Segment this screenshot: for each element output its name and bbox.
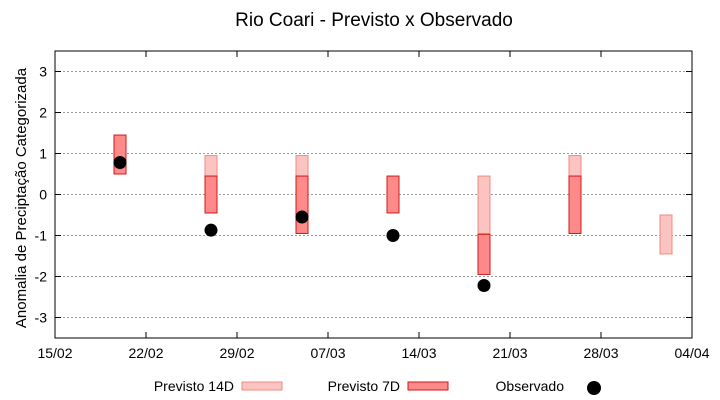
previsto-7d-bar	[204, 175, 218, 214]
x-tick-label: 22/02	[128, 345, 163, 361]
observado-series	[113, 156, 491, 293]
x-tick-label: 14/03	[401, 345, 436, 361]
observado-point	[386, 229, 400, 242]
x-tick-label: 21/03	[492, 345, 527, 361]
legend-marker-observado	[587, 381, 601, 395]
previsto-7d-bar	[477, 233, 491, 275]
previsto-7d-series	[113, 134, 582, 275]
legend: Previsto 14D Previsto 7D Observado	[154, 378, 601, 395]
y-tick-label: -2	[35, 269, 48, 285]
observado-point	[295, 210, 309, 224]
observado-point	[477, 279, 491, 293]
x-tick-label: 04/04	[674, 345, 709, 361]
previsto-14d-series	[204, 155, 673, 255]
y-axis-label: Anomalia de Preciptação Categorizada	[13, 67, 30, 328]
previsto-7d-bar	[568, 175, 582, 234]
chart-title: Rio Coari - Previsto x Observado	[235, 10, 513, 31]
y-tick-label: 2	[39, 105, 47, 121]
axes: -3 -2 -1 0 1 2 3 15/02 22/02 29/02 07/03 14/03 21/03…	[35, 51, 710, 361]
previsto-7d-bar	[295, 175, 309, 234]
y-tick-label: 1	[39, 146, 47, 162]
x-tick-label: 28/03	[583, 345, 618, 361]
previsto-7d-bar	[386, 175, 400, 214]
y-tick-label: 0	[39, 187, 47, 203]
x-tick-label: 29/02	[219, 345, 254, 361]
previsto-14d-bar	[477, 175, 491, 234]
y-tick-label: 3	[39, 64, 47, 80]
observado-point	[113, 156, 127, 170]
x-tick-label: 07/03	[310, 345, 345, 361]
legend-swatch-previsto-14d	[241, 381, 283, 391]
grid-lines	[55, 71, 692, 318]
previsto-14d-bar	[659, 214, 673, 255]
legend-swatch-previsto-7d	[407, 381, 449, 391]
observado-point	[204, 223, 218, 237]
legend-label-observado: Observado	[496, 378, 565, 394]
y-tick-label: -1	[35, 228, 48, 244]
legend-label-previsto-14d: Previsto 14D	[154, 378, 234, 394]
y-tick-label: -3	[35, 310, 48, 326]
legend-label-previsto-7d: Previsto 7D	[328, 378, 400, 394]
x-tick-label: 15/02	[37, 345, 72, 361]
